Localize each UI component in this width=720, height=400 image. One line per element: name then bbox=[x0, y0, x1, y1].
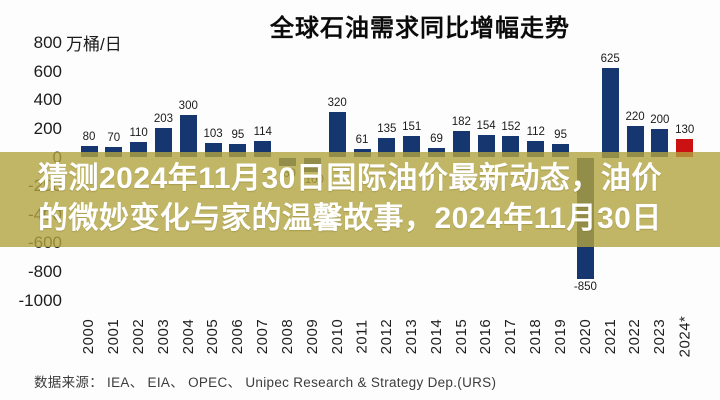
bar bbox=[328, 111, 346, 158]
bar-value-label: 152 bbox=[501, 120, 521, 133]
bar-value-label: 130 bbox=[675, 123, 695, 136]
bar-value-label: 95 bbox=[554, 128, 567, 141]
chart-title: 全球石油需求同比增幅走势 bbox=[270, 15, 570, 42]
x-tick-label: 2016 bbox=[477, 318, 495, 354]
headline-overlay-band: 猜测2024年11月30日国际油价最新动态，油价 的微妙变化与家的温馨故事，20… bbox=[0, 152, 720, 247]
bar bbox=[477, 135, 495, 158]
bar-value-label: 61 bbox=[355, 133, 369, 146]
bar bbox=[179, 114, 197, 158]
y-axis-unit-label: 万桶/日 bbox=[66, 35, 122, 54]
x-tick-label: 2011 bbox=[353, 318, 371, 354]
y-tick-label: -1000 bbox=[18, 290, 62, 310]
bar-value-label: 80 bbox=[82, 131, 96, 144]
x-tick-label: 2019 bbox=[552, 318, 570, 354]
x-tick-label: 2021 bbox=[601, 318, 619, 354]
x-tick-label: 2000 bbox=[80, 318, 98, 354]
x-tick-label: 2001 bbox=[105, 318, 123, 354]
headline-line-1: 猜测2024年11月30日国际油价最新动态，油价 bbox=[38, 162, 662, 195]
headline-line-2: 的微妙变化与家的温馨故事，2024年11月30日 bbox=[38, 202, 662, 235]
bar-value-label: 151 bbox=[402, 120, 422, 133]
x-tick-label: 2012 bbox=[378, 318, 396, 354]
y-tick-label: 600 bbox=[33, 61, 62, 81]
bar-value-label: 103 bbox=[203, 127, 223, 140]
bar-value-label: 182 bbox=[451, 116, 471, 129]
bar-value-label: 200 bbox=[650, 113, 670, 126]
bar-value-label: 300 bbox=[178, 99, 198, 112]
bar-value-label: -850 bbox=[573, 281, 597, 294]
x-tick-label: 2023 bbox=[651, 318, 669, 354]
x-tick-label: 2004 bbox=[179, 318, 197, 354]
x-tick-label: 2006 bbox=[229, 318, 247, 354]
bar bbox=[626, 126, 644, 158]
bar-value-label: 203 bbox=[153, 113, 174, 126]
x-tick-label: 2015 bbox=[452, 318, 470, 354]
x-tick-label: 2005 bbox=[204, 318, 222, 354]
bar-value-label: 110 bbox=[129, 126, 148, 139]
bar-value-label: 154 bbox=[476, 120, 496, 133]
bar-value-label: 112 bbox=[526, 126, 545, 139]
y-tick-label: 400 bbox=[33, 90, 62, 110]
x-tick-label: 2017 bbox=[502, 318, 520, 354]
x-tick-label: 2022 bbox=[626, 318, 644, 354]
x-tick-label: 2024* bbox=[676, 315, 694, 357]
bar-value-label: 95 bbox=[231, 128, 245, 141]
y-tick-label: 800 bbox=[33, 33, 62, 53]
x-tick-label: 2018 bbox=[527, 318, 545, 354]
bar-value-label: 135 bbox=[377, 123, 397, 136]
bar bbox=[651, 128, 669, 158]
x-tick-label: 2010 bbox=[328, 318, 346, 354]
y-tick-label: 200 bbox=[33, 118, 62, 138]
bar-value-label: 220 bbox=[625, 111, 645, 124]
x-tick-label: 2003 bbox=[154, 318, 172, 354]
x-tick-label: 2013 bbox=[403, 318, 421, 354]
x-tick-label: 2002 bbox=[130, 318, 148, 354]
y-tick-label: -800 bbox=[27, 261, 62, 281]
x-tick-label: 2008 bbox=[279, 318, 297, 354]
bar bbox=[601, 68, 619, 158]
bar-value-label: 69 bbox=[430, 132, 443, 145]
bar bbox=[80, 146, 98, 158]
data-source-caption: 数据来源： IEA、 EIA、 OPEC、 Unipec Research & … bbox=[34, 375, 497, 390]
bar bbox=[452, 131, 470, 158]
bar-value-label: 320 bbox=[327, 96, 347, 109]
bar bbox=[154, 128, 172, 158]
x-tick-label: 2007 bbox=[254, 318, 272, 354]
bar-value-label: 625 bbox=[600, 53, 620, 66]
x-tick-label: 2009 bbox=[303, 318, 321, 354]
x-tick-label: 2014 bbox=[427, 318, 445, 354]
x-tick-label: 2020 bbox=[576, 318, 594, 354]
bar-value-label: 114 bbox=[253, 126, 272, 139]
bar-value-label: 70 bbox=[107, 132, 121, 145]
